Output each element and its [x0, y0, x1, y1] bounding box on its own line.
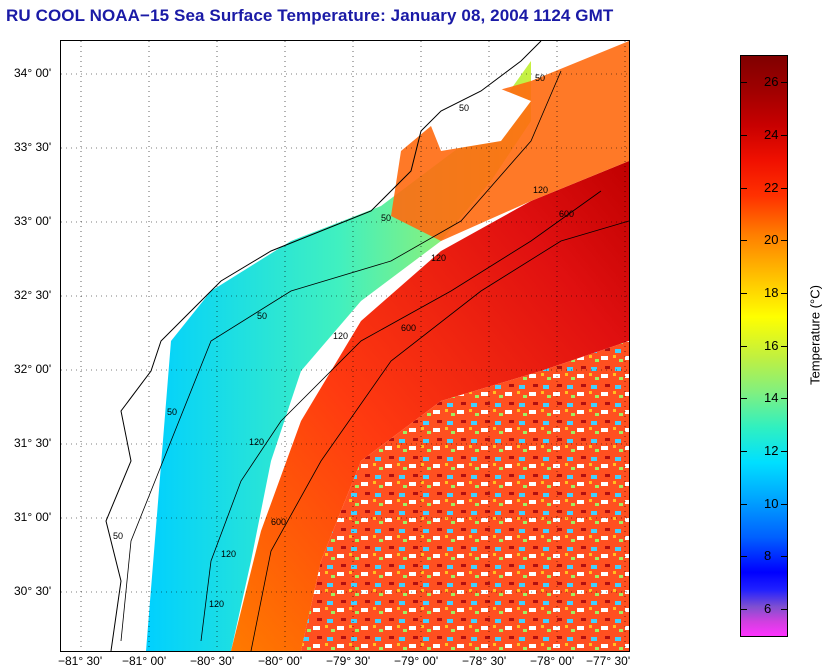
contour-600	[250, 220, 629, 651]
lon-label: −78° 00'	[530, 654, 575, 668]
colorbar-tick-label: 20	[764, 232, 779, 247]
coastline	[105, 41, 542, 651]
contour-label: 50	[535, 73, 545, 83]
lat-label: 32° 30'	[14, 288, 52, 302]
contour-label: 50	[257, 311, 267, 321]
graticule	[61, 41, 629, 651]
lon-label: −78° 30'	[462, 654, 507, 668]
lat-label: 30° 30'	[14, 584, 52, 598]
colorbar-tick-label: 18	[764, 285, 779, 300]
lat-label: 32° 00'	[14, 362, 52, 376]
lon-label: −80° 00'	[258, 654, 303, 668]
contour-50	[120, 70, 562, 642]
colorbar-tick-label: 10	[764, 496, 779, 511]
contour-label: 50	[381, 213, 391, 223]
contour-label: 120	[431, 253, 446, 263]
lon-label: −81° 00'	[122, 654, 167, 668]
lon-label: −81° 30'	[58, 654, 103, 668]
lon-label: −77° 30'	[586, 654, 631, 668]
lat-label: 33° 30'	[14, 140, 52, 154]
sst-map-canvas: 50 50 50 50 50 50 120 120 120 120 120 12…	[61, 41, 629, 651]
contour-label: 120	[333, 331, 348, 341]
lat-label: 33° 00'	[14, 214, 52, 228]
colorbar-tick-label: 24	[764, 127, 779, 142]
lon-label: −80° 30'	[190, 654, 235, 668]
lon-label: −79° 30'	[326, 654, 371, 668]
contour-label: 50	[459, 103, 469, 113]
colorbar-title: Temperature (°C)	[807, 285, 823, 385]
gulf-stream-region	[231, 161, 629, 651]
contour-label: 50	[167, 407, 177, 417]
colorbar-tick-label: 22	[764, 180, 779, 195]
colorbar-tick-label: 16	[764, 338, 779, 353]
lat-label: 31° 00'	[14, 510, 52, 524]
cloud-gap	[421, 81, 531, 151]
colorbar-tick-label: 14	[764, 390, 779, 405]
sst-map: 50 50 50 50 50 50 120 120 120 120 120 12…	[60, 40, 630, 652]
colorbar-tick-label: 26	[764, 74, 779, 89]
northern-warm-water	[391, 41, 629, 241]
contour-label: 50	[113, 531, 123, 541]
lat-label: 31° 30'	[14, 436, 52, 450]
contour-label: 600	[559, 209, 574, 219]
contour-label: 120	[209, 599, 224, 609]
temperature-colorbar	[740, 55, 788, 637]
colorbar-tick-label: 6	[764, 601, 772, 616]
colorbar-tick-label: 8	[764, 548, 772, 563]
contour-label: 120	[221, 549, 236, 559]
offshore-speckled-region	[301, 341, 629, 651]
contour-label: 600	[271, 517, 286, 527]
lat-label: 34° 00'	[14, 66, 52, 80]
contour-label: 120	[249, 437, 264, 447]
contour-120	[200, 190, 602, 642]
contour-label: 600	[401, 323, 416, 333]
figure-title: RU COOL NOAA−15 Sea Surface Temperature:…	[6, 6, 614, 25]
lon-label: −79° 00'	[394, 654, 439, 668]
colorbar-tick-label: 12	[764, 443, 779, 458]
contour-label: 120	[533, 185, 548, 195]
